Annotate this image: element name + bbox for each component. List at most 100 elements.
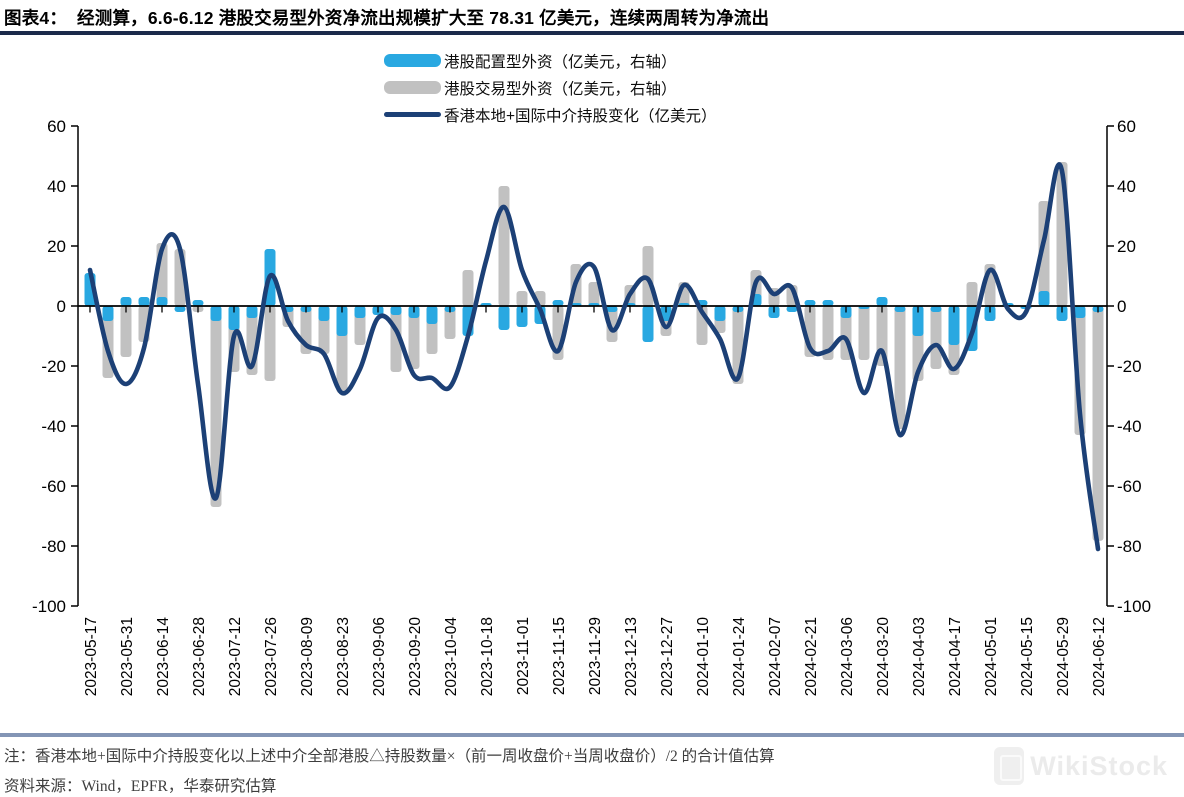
x-tick-label: 2023-11-29 xyxy=(587,617,604,695)
x-tick-label: 2024-03-20 xyxy=(875,617,892,697)
x-tick-label: 2024-04-17 xyxy=(947,617,964,696)
bar xyxy=(876,297,888,306)
bar xyxy=(1092,306,1104,541)
line-series-holdings xyxy=(87,162,1101,552)
bar xyxy=(228,306,240,330)
x-tick-label: 2023-08-23 xyxy=(335,617,352,696)
bar xyxy=(390,306,402,315)
x-tick-label: 2023-10-18 xyxy=(479,617,496,696)
bar xyxy=(498,306,510,330)
y-tick-label: -80 xyxy=(1117,537,1142,556)
wikistock-watermark: WikiStock xyxy=(994,747,1168,785)
bar xyxy=(444,306,456,339)
y-tick-label: -100 xyxy=(1117,597,1151,616)
bar xyxy=(120,297,132,306)
y-axis-right-labels: 60 40 20 0 -20 -40 -60 -80 -100 xyxy=(1117,117,1151,616)
bar xyxy=(930,306,942,369)
x-tick-label: 2024-01-10 xyxy=(695,617,712,697)
holdings-line-swatch-icon xyxy=(384,112,441,117)
legend-item-allocation: 港股配置型外资（亿美元，右轴） xyxy=(384,47,717,74)
y-tick-label: 0 xyxy=(1117,297,1126,316)
x-tick-label: 2024-05-01 xyxy=(983,617,1000,696)
bar xyxy=(516,306,528,327)
x-axis-labels: 2023-05-17 2023-05-31 2023-06-14 2023-06-28… xyxy=(83,306,1108,696)
y-tick-label: 40 xyxy=(1117,177,1136,196)
chart-note: 注：香港本地+国际中介持股变化以上述中介全部港股△持股数量×（前一周收盘价+当周… xyxy=(4,748,775,765)
x-tick-label: 2023-05-17 xyxy=(83,617,100,696)
x-tick-label: 2023-06-28 xyxy=(191,617,208,696)
y-tick-label: 60 xyxy=(1117,117,1136,136)
y-tick-label: 40 xyxy=(47,177,66,196)
bar xyxy=(426,306,438,324)
x-tick-label: 2024-02-07 xyxy=(767,617,784,696)
bar xyxy=(1074,306,1086,318)
bar xyxy=(318,306,330,321)
footer-divider xyxy=(0,733,1184,737)
y-tick-label: 20 xyxy=(1117,237,1136,256)
bar xyxy=(606,306,618,312)
x-tick-label: 2023-11-15 xyxy=(551,617,568,695)
bar xyxy=(660,306,672,321)
bar xyxy=(894,306,906,312)
axes xyxy=(71,125,1114,607)
bar xyxy=(138,297,150,306)
y-tick-label: 0 xyxy=(57,297,66,316)
bar xyxy=(552,300,564,306)
x-tick-label: 2024-02-21 xyxy=(803,617,820,696)
figure-number-label: 图表4： xyxy=(4,8,68,28)
bar xyxy=(516,291,528,306)
bar xyxy=(264,306,276,381)
x-tick-label: 2023-12-13 xyxy=(623,617,640,696)
wikistock-logo-icon xyxy=(994,747,1025,785)
bar xyxy=(804,300,816,306)
figure-title: 图表4： 经测算，6.6-6.12 港股交易型外资净流出规模扩大至 78.31 亿… xyxy=(4,5,769,30)
x-tick-label: 2024-03-06 xyxy=(839,617,856,696)
y-tick-label: -100 xyxy=(32,597,66,616)
bar xyxy=(606,306,618,342)
x-tick-label: 2024-04-03 xyxy=(911,617,928,696)
y-tick-label: -60 xyxy=(41,477,66,496)
allocation-bar-swatch-icon xyxy=(384,54,441,67)
bar xyxy=(588,282,600,306)
bar xyxy=(1038,291,1050,306)
wikistock-text: WikiStock xyxy=(1030,750,1168,781)
x-tick-label: 2023-09-20 xyxy=(407,617,424,697)
bar xyxy=(174,306,186,312)
bar xyxy=(156,297,168,306)
x-tick-label: 2023-05-31 xyxy=(119,617,136,696)
bar xyxy=(210,306,222,507)
bar xyxy=(714,306,726,321)
y-tick-label: 60 xyxy=(47,117,66,136)
bar xyxy=(120,306,132,357)
x-tick-label: 2023-11-01 xyxy=(515,617,532,695)
bar xyxy=(498,186,510,306)
legend-label: 香港本地+国际中介持股变化（亿美元） xyxy=(444,107,717,125)
y-axis-left-labels: 60 40 20 0 -20 -40 -60 -80 -100 xyxy=(32,117,66,616)
x-tick-label: 2023-08-09 xyxy=(299,617,316,696)
legend-label: 港股配置型外资（亿美元，右轴） xyxy=(444,53,677,71)
x-tick-label: 2023-12-27 xyxy=(659,617,676,696)
chart-legend: 港股配置型外资（亿美元，右轴） 港股交易型外资（亿美元，右轴） 香港本地+国际中… xyxy=(384,47,717,128)
legend-item-holdings: 香港本地+国际中介持股变化（亿美元） xyxy=(384,101,717,128)
y-tick-label: -20 xyxy=(1117,357,1142,376)
bar xyxy=(192,300,204,306)
x-tick-label: 2024-05-29 xyxy=(1055,617,1072,696)
y-tick-label: -20 xyxy=(41,357,66,376)
legend-label: 港股交易型外资（亿美元，右轴） xyxy=(444,80,677,98)
bar xyxy=(102,306,114,321)
x-tick-label: 2023-06-14 xyxy=(155,617,172,697)
bar xyxy=(912,306,924,336)
y-tick-label: -80 xyxy=(41,537,66,556)
chart-source: 资料来源：Wind，EPFR，华泰研究估算 xyxy=(4,778,277,795)
bar xyxy=(408,306,420,369)
y-tick-label: -60 xyxy=(1117,477,1142,496)
x-tick-label: 2024-05-15 xyxy=(1019,617,1036,696)
y-tick-label: -40 xyxy=(41,417,66,436)
bar xyxy=(822,300,834,306)
bar-series-trading xyxy=(84,162,1104,541)
y-tick-label: 20 xyxy=(47,237,66,256)
x-tick-label: 2024-01-24 xyxy=(731,617,748,697)
bar xyxy=(966,282,978,306)
